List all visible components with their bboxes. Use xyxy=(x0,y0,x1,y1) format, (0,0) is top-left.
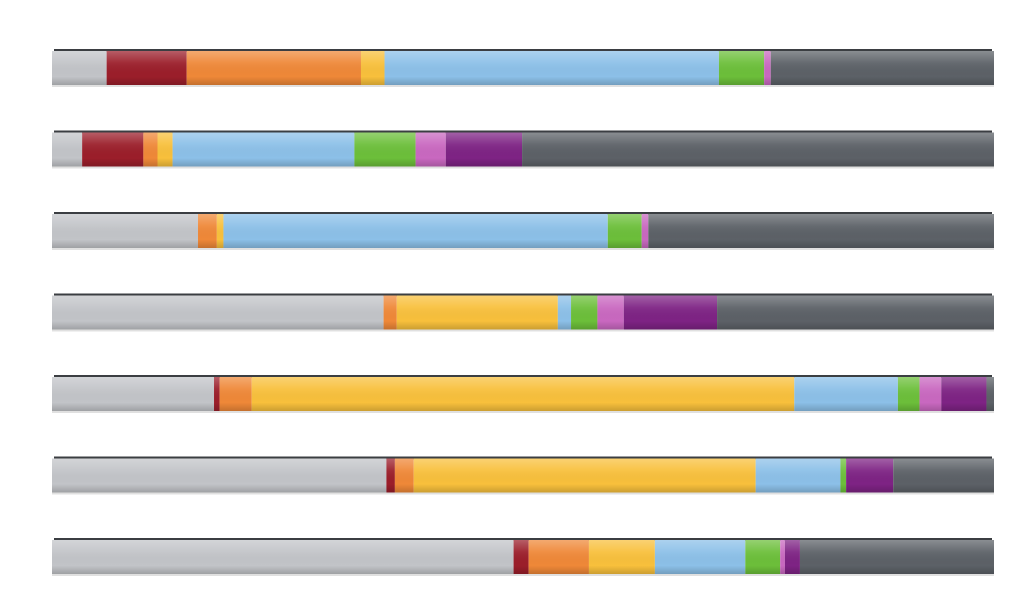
bar-top-edge xyxy=(54,212,992,215)
bar-shadow xyxy=(52,411,994,413)
bar-row-1 xyxy=(52,49,994,87)
bar-top-edge xyxy=(54,293,992,297)
bar-shading xyxy=(52,214,994,248)
bar-top-edge xyxy=(54,456,992,460)
bar-shading xyxy=(52,51,994,85)
bar-shadow xyxy=(52,492,994,495)
bar-shadow xyxy=(52,248,994,250)
bar-row-7 xyxy=(52,538,994,576)
bar-row-3 xyxy=(52,212,994,250)
bar-top-edge xyxy=(54,538,992,541)
bar-shadow xyxy=(52,166,994,169)
bar-shading xyxy=(52,132,994,167)
bar-shadow xyxy=(52,329,994,332)
bar-shading xyxy=(52,295,994,330)
bar-top-edge xyxy=(54,130,992,134)
bar-row-5 xyxy=(52,375,994,413)
bar-top-edge xyxy=(54,375,992,378)
bar-row-6 xyxy=(52,456,994,495)
bar-row-4 xyxy=(52,293,994,332)
bar-shading xyxy=(52,458,994,493)
bar-row-2 xyxy=(52,130,994,169)
bar-shadow xyxy=(52,574,994,576)
bar-shadow xyxy=(52,85,994,87)
bar-top-edge xyxy=(54,49,992,52)
bar-shading xyxy=(52,540,994,574)
bar-rows xyxy=(52,49,994,576)
bar-shading xyxy=(52,377,994,411)
